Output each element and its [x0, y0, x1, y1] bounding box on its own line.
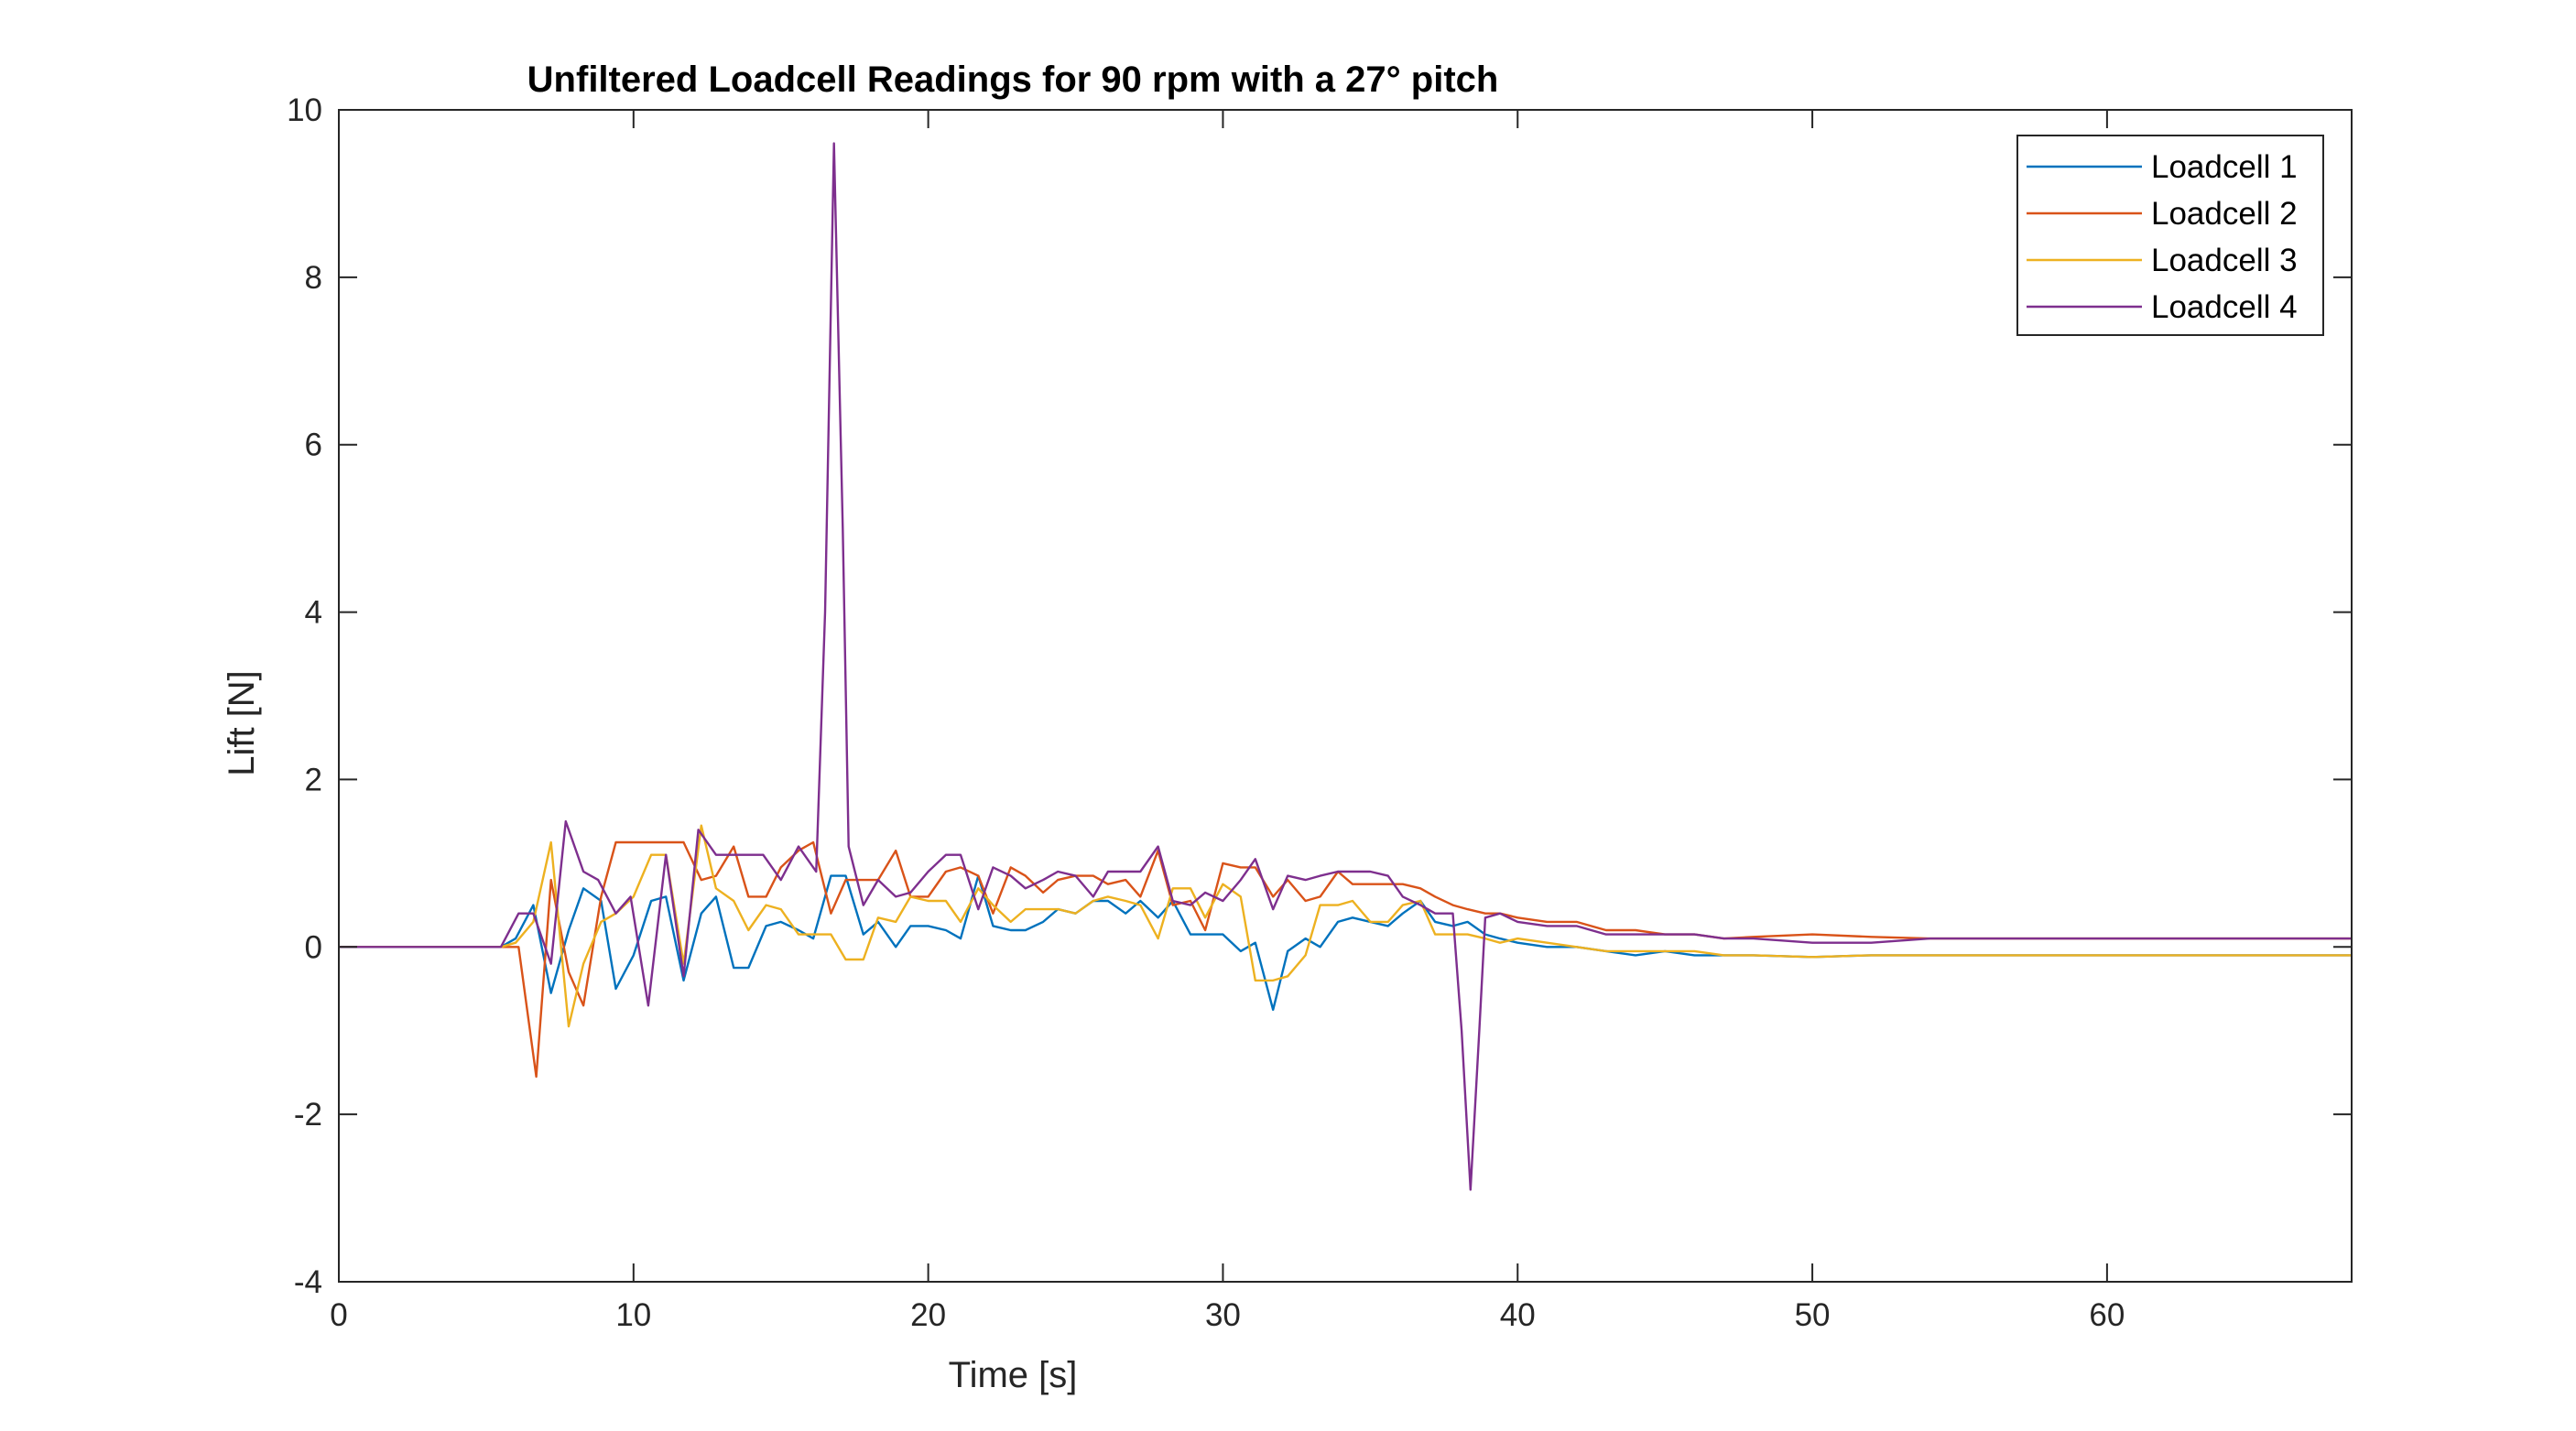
series-line-1: [339, 874, 2352, 1012]
x-tick-label: 50: [1795, 1297, 1831, 1333]
legend-box: [2016, 135, 2324, 336]
x-tick-label: 30: [1205, 1297, 1241, 1333]
x-axis-label: Time [s]: [949, 1355, 1078, 1395]
y-tick-label: 2: [305, 762, 322, 797]
series-group: [339, 142, 2352, 1191]
y-tick-label: 4: [305, 595, 322, 631]
x-tick-label: 10: [615, 1297, 651, 1333]
x-tick-label: 40: [1500, 1297, 1536, 1333]
series-line-2: [339, 840, 2352, 1079]
y-tick-label: 8: [305, 260, 322, 296]
x-tick-label: 0: [330, 1297, 347, 1333]
x-tick-label: 60: [2089, 1297, 2125, 1333]
y-tick-label: 6: [305, 428, 322, 463]
legend: Loadcell 1 Loadcell 2 Loadcell 3 Loadcell 4: [2016, 135, 2324, 336]
legend-label-2: Loadcell 2: [2151, 196, 2298, 232]
axes-box: [338, 109, 2353, 1283]
x-tick-label: 20: [910, 1297, 946, 1333]
y-tick-label: 10: [287, 92, 322, 128]
y-tick-label: -2: [294, 1097, 322, 1133]
legend-label-4: Loadcell 4: [2151, 289, 2298, 325]
plot-background: [339, 110, 2352, 1282]
legend-label-3: Loadcell 3: [2151, 243, 2298, 278]
y-tick-label: -4: [294, 1264, 322, 1300]
y-tick-label: 0: [305, 929, 322, 965]
legend-label-1: Loadcell 1: [2151, 149, 2298, 185]
y-axis-label: Lift [N]: [222, 670, 262, 776]
series-line-3: [339, 824, 2352, 1028]
series-line-4: [339, 142, 2352, 1191]
chart-title: Unfiltered Loadcell Readings for 90 rpm …: [527, 60, 1499, 100]
